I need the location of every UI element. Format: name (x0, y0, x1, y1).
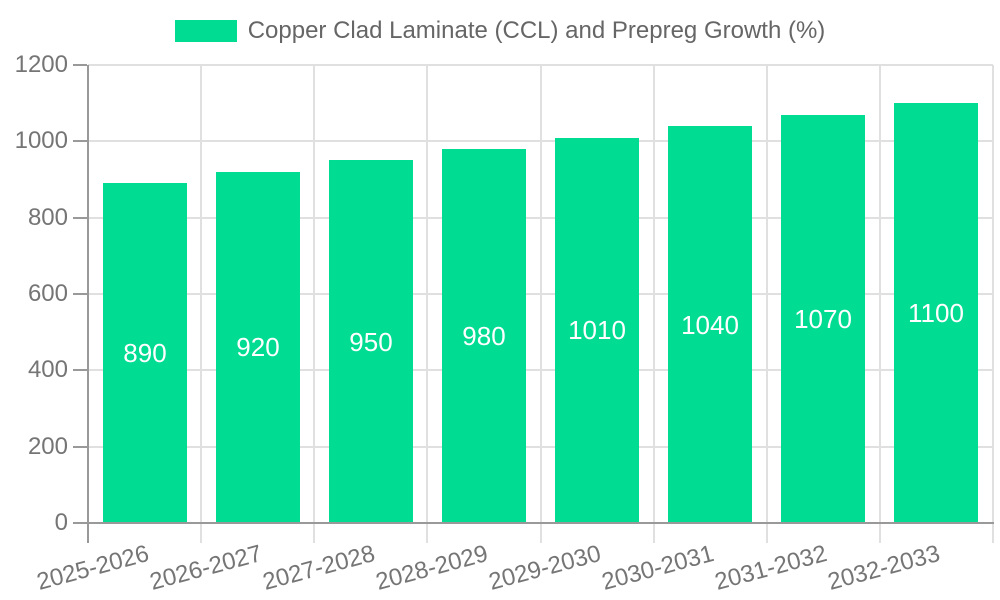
x-gridline (992, 65, 994, 543)
x-axis-line (87, 522, 994, 524)
y-axis-tick (73, 522, 87, 524)
bar-2025-2026[interactable] (103, 183, 187, 523)
x-axis-tick-label: 2032-2033 (825, 540, 943, 596)
bar-2026-2027[interactable] (216, 172, 300, 523)
y-axis-tick-label: 400 (27, 356, 68, 383)
y-axis-tick (73, 446, 87, 448)
x-axis-tick-label: 2031-2032 (712, 540, 830, 596)
legend-item[interactable]: Copper Clad Laminate (CCL) and Prepreg G… (0, 17, 1000, 45)
y-axis-tick (73, 217, 87, 219)
y-axis-tick-label: 0 (54, 509, 68, 536)
bar-value-label: 890 (123, 338, 167, 368)
x-gridline (426, 65, 428, 543)
bar-2032-2033[interactable] (894, 103, 978, 523)
y-axis-tick (73, 293, 87, 295)
x-gridline (540, 65, 542, 543)
x-axis-tick-label: 2026-2027 (147, 540, 265, 596)
x-axis-tick-label: 2025-2026 (34, 540, 152, 596)
legend-swatch (174, 20, 237, 42)
bar-value-label: 1100 (908, 298, 964, 328)
bar-value-label: 920 (236, 332, 280, 362)
bar-value-label: 980 (462, 321, 506, 351)
y-axis-tick-label: 800 (27, 204, 68, 231)
bar-value-label: 1070 (794, 304, 852, 334)
y-axis-tick-label: 1000 (14, 127, 68, 154)
y-axis-tick (73, 140, 87, 142)
bar-value-label: 1010 (568, 315, 626, 345)
bar-2030-2031[interactable] (668, 126, 752, 523)
bar-value-label: 950 (349, 327, 393, 357)
bar-value-label: 1040 (681, 310, 739, 340)
bar-2029-2030[interactable] (555, 138, 639, 523)
x-axis-tick-label: 2028-2029 (373, 540, 491, 596)
y-axis-tick-label: 1200 (14, 51, 68, 78)
x-gridline (766, 65, 768, 543)
bar-2028-2029[interactable] (442, 149, 526, 523)
y-axis-tick (73, 64, 87, 66)
y-axis-tick-label: 200 (27, 433, 68, 460)
bar-2031-2032[interactable] (781, 115, 865, 523)
y-axis-line (87, 65, 89, 543)
y-axis-tick (73, 369, 87, 371)
x-gridline (313, 65, 315, 543)
x-gridline (879, 65, 881, 543)
x-gridline (653, 65, 655, 543)
y-axis-tick-label: 600 (27, 280, 68, 307)
x-gridline (200, 65, 202, 543)
x-axis-tick-label: 2027-2028 (260, 540, 378, 596)
bar-2027-2028[interactable] (329, 160, 413, 523)
legend-label: Copper Clad Laminate (CCL) and Prepreg G… (247, 17, 826, 44)
x-axis-tick-label: 2029-2030 (486, 540, 604, 596)
x-axis-tick-label: 2030-2031 (599, 540, 717, 596)
